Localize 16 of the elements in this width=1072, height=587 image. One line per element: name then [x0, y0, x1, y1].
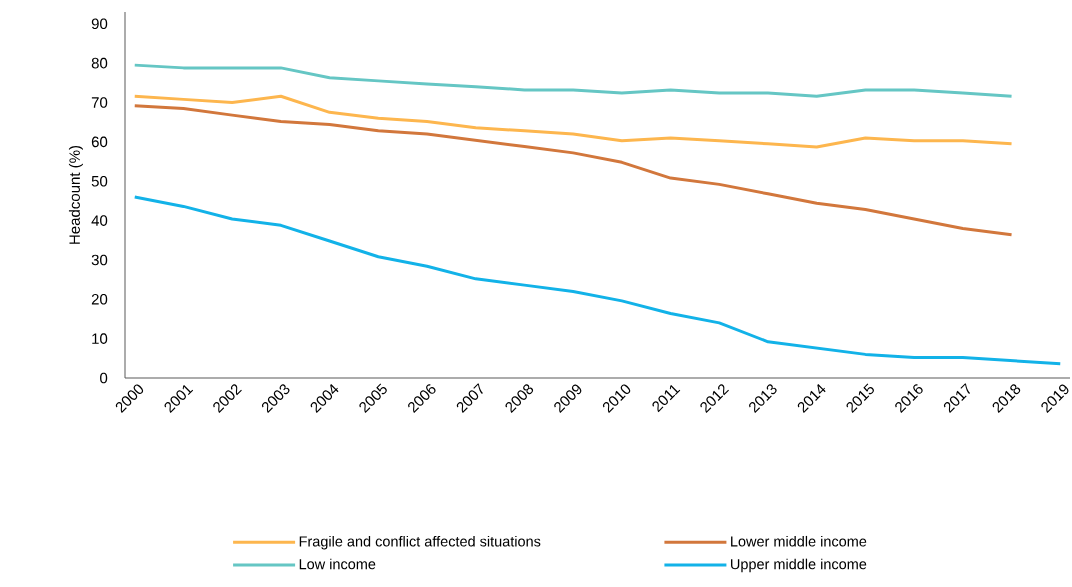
y-tick-label: 10 — [92, 333, 108, 344]
line-series — [133, 94, 1014, 149]
y-tick-label: 30 — [91, 254, 108, 266]
legend-label: Fragile and conflict affected situations — [299, 535, 541, 550]
legend-label: Upper middle income — [731, 558, 867, 573]
legend-label: Low income — [299, 558, 376, 570]
y-tick-label: 40 — [91, 215, 108, 226]
y-tick-label: 20 — [91, 293, 108, 305]
y-tick-label: 0 — [100, 372, 108, 384]
y-tick-label: 70 — [91, 97, 108, 108]
y-axis-title: Headcount (%) — [68, 145, 83, 244]
y-tick-label: 80 — [91, 57, 108, 69]
y-tick-label: 90 — [91, 18, 108, 30]
y-tick-label: 50 — [91, 175, 108, 187]
y-tick-label: 60 — [91, 136, 108, 148]
legend-label: Lower middle income — [731, 535, 867, 547]
